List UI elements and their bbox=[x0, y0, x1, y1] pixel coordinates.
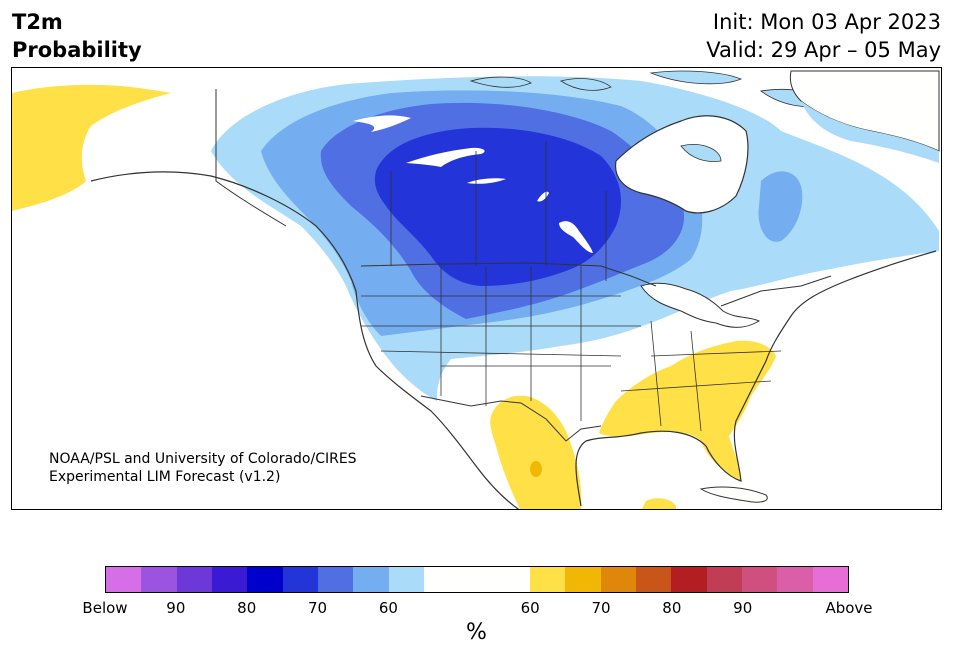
west-coastline bbox=[90, 171, 520, 509]
colorbar-tick-label: 80 bbox=[662, 599, 682, 617]
colorbar-below-swatch bbox=[106, 567, 142, 592]
colorbar bbox=[105, 566, 849, 593]
below-70-east bbox=[758, 171, 803, 242]
above-60-yucatan bbox=[642, 498, 676, 509]
colorbar-below-swatch bbox=[247, 567, 283, 592]
credit-text: NOAA/PSL and University of Colorado/CIRE… bbox=[49, 450, 357, 486]
colorbar-below-swatch bbox=[282, 567, 318, 592]
east-coastline bbox=[575, 250, 937, 507]
colorbar-ticks: Below 90 80 70 60 60 70 80 90 Above bbox=[0, 599, 953, 619]
colorbar-tick-label: Above bbox=[825, 599, 873, 617]
alaska-border bbox=[215, 89, 287, 227]
colorbar-above-swatch bbox=[671, 567, 707, 592]
map-canvas bbox=[12, 68, 941, 509]
colorbar-tick-label: 70 bbox=[308, 599, 328, 617]
colorbar-below-swatch bbox=[353, 567, 389, 592]
colorbar-tick-label: 60 bbox=[378, 599, 398, 617]
colorbar-below-swatch bbox=[141, 567, 177, 592]
colorbar-tick-label: 90 bbox=[166, 599, 186, 617]
cuba bbox=[699, 486, 768, 503]
hudson-bay bbox=[614, 115, 749, 214]
credit-line-1: NOAA/PSL and University of Colorado/CIRE… bbox=[49, 451, 357, 467]
init-date: Init: Mon 03 Apr 2023 bbox=[712, 10, 941, 34]
colorbar-below-swatch bbox=[211, 567, 248, 592]
forecast-dates: Init: Mon 03 Apr 2023 Valid: 29 Apr – 05… bbox=[706, 8, 941, 64]
above-60-mexico bbox=[490, 395, 582, 509]
above-60-alaska bbox=[12, 84, 171, 211]
great-slave-lake bbox=[406, 147, 485, 167]
colorbar-above-swatch bbox=[635, 567, 672, 592]
colorbar-neutral-swatch bbox=[423, 567, 530, 592]
great-lakes bbox=[640, 282, 761, 328]
colorbar-tick-label: 90 bbox=[733, 599, 753, 617]
credit-line-2: Experimental LIM Forecast (v1.2) bbox=[49, 469, 281, 485]
colorbar-above-swatch bbox=[741, 567, 778, 592]
colorbar-tick-label: 70 bbox=[591, 599, 611, 617]
colorbar-above-swatch bbox=[777, 567, 813, 592]
great-bear-lake bbox=[353, 115, 411, 132]
colorbar-tick-label: 60 bbox=[520, 599, 540, 617]
above-65-mexico bbox=[530, 461, 542, 477]
map-title: T2m Probability bbox=[12, 8, 142, 64]
colorbar-above-swatch bbox=[565, 567, 601, 592]
title-type: Probability bbox=[12, 38, 142, 62]
us-canada-border bbox=[360, 262, 832, 307]
valid-date: Valid: 29 Apr – 05 May bbox=[706, 38, 941, 62]
athabasca-lake bbox=[467, 178, 506, 184]
admin-boundaries bbox=[361, 141, 782, 432]
forecast-map bbox=[11, 67, 942, 510]
colorbar-tick-label: Below bbox=[82, 599, 128, 617]
colorbar-below-swatch bbox=[317, 567, 354, 592]
colorbar-tick-label: 80 bbox=[237, 599, 257, 617]
colorbar-unit: % bbox=[466, 620, 487, 645]
colorbar-below-swatch bbox=[176, 567, 212, 592]
above-60-southeast bbox=[599, 340, 776, 481]
us-mexico-border bbox=[420, 395, 602, 442]
greenland-edge bbox=[801, 101, 939, 163]
colorbar-above-swatch bbox=[706, 567, 742, 592]
colorbar-above-swatch bbox=[812, 567, 848, 592]
title-variable: T2m bbox=[12, 10, 63, 34]
below-80-region bbox=[374, 127, 621, 286]
colorbar-below-swatch bbox=[388, 567, 424, 592]
colorbar-above-swatch bbox=[600, 567, 636, 592]
colorbar-above-swatch bbox=[529, 567, 566, 592]
lake-winnipeg bbox=[559, 221, 593, 253]
